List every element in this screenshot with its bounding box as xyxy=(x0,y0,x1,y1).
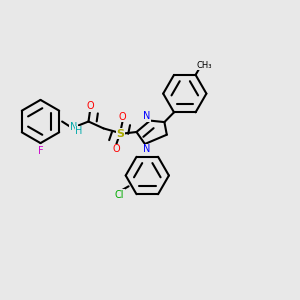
Text: O: O xyxy=(87,101,94,111)
Text: F: F xyxy=(38,146,43,156)
Text: H: H xyxy=(75,126,82,136)
Text: N: N xyxy=(70,122,77,132)
Text: N: N xyxy=(143,111,150,121)
Text: Cl: Cl xyxy=(115,190,124,200)
Text: O: O xyxy=(119,112,127,122)
Text: N: N xyxy=(143,144,150,154)
Text: S: S xyxy=(116,129,124,139)
Text: O: O xyxy=(112,144,120,154)
Text: CH₃: CH₃ xyxy=(197,61,212,70)
